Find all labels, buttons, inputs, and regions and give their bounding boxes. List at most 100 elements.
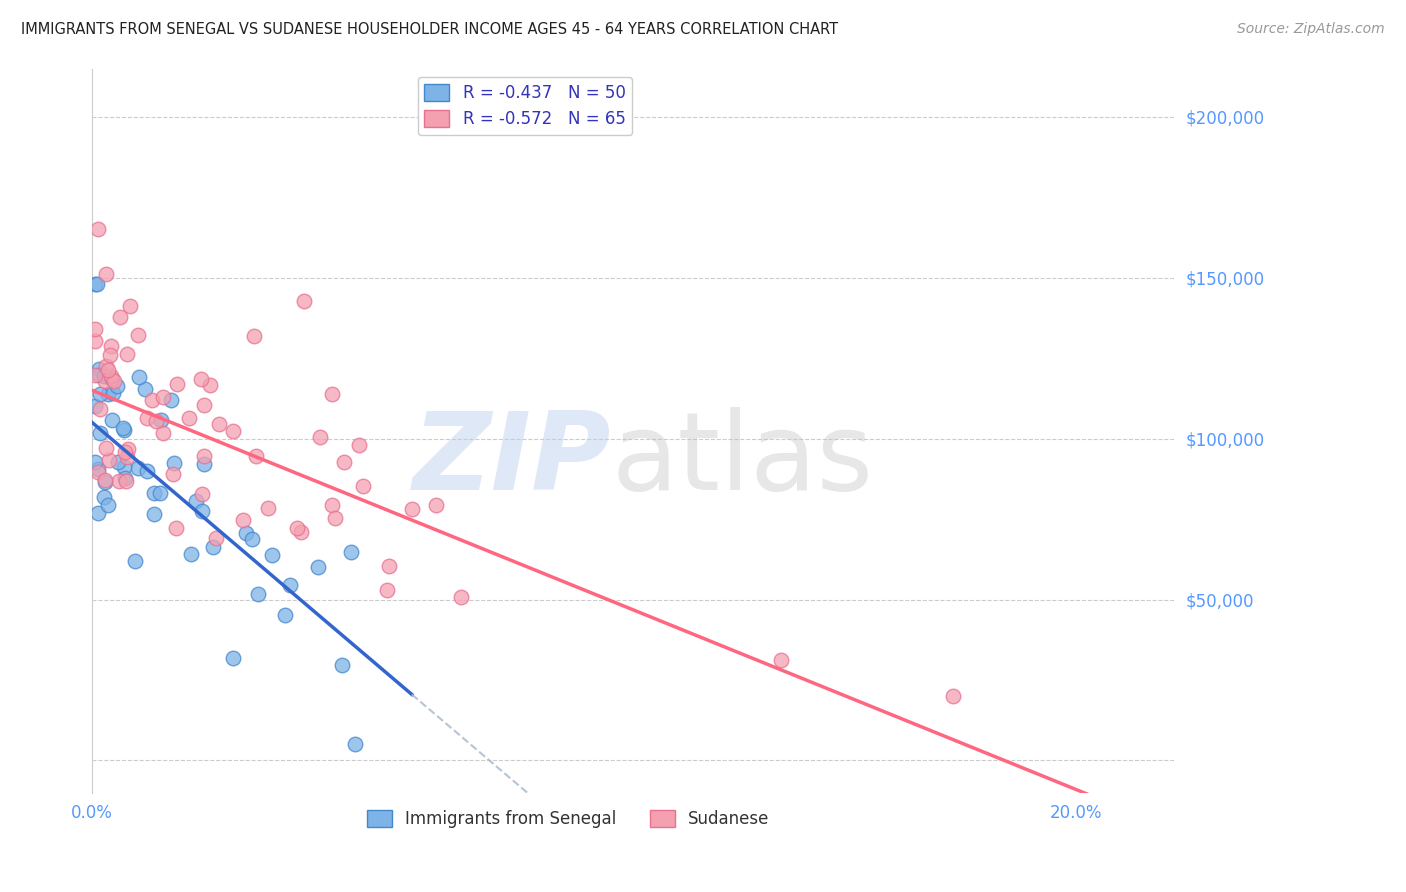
Point <box>193 457 215 471</box>
Point <box>347 438 370 452</box>
Point <box>83 334 105 348</box>
Point <box>343 738 366 752</box>
Point <box>101 372 124 386</box>
Point <box>160 393 183 408</box>
Point <box>152 426 174 441</box>
Point <box>769 653 792 667</box>
Text: ZIP: ZIP <box>413 407 612 513</box>
Point <box>290 525 312 540</box>
Point <box>103 374 125 388</box>
Point <box>89 387 111 401</box>
Point <box>378 559 401 574</box>
Point <box>152 390 174 404</box>
Point <box>83 322 105 336</box>
Point <box>93 475 115 489</box>
Point <box>292 294 315 309</box>
Point <box>96 359 118 373</box>
Point <box>108 310 131 325</box>
Point <box>83 455 105 469</box>
Point <box>94 442 117 456</box>
Point <box>127 327 149 342</box>
Point <box>89 402 111 417</box>
Point <box>242 328 264 343</box>
Point <box>163 456 186 470</box>
Point <box>256 500 278 515</box>
Point <box>450 590 472 604</box>
Point <box>198 378 221 392</box>
Point <box>94 374 117 388</box>
Text: Source: ZipAtlas.com: Source: ZipAtlas.com <box>1237 22 1385 37</box>
Point <box>235 525 257 540</box>
Point <box>321 498 343 512</box>
Point <box>117 442 139 456</box>
Point <box>86 277 108 292</box>
Point <box>308 430 330 444</box>
Point <box>105 378 128 392</box>
Point <box>112 423 135 437</box>
Point <box>190 372 212 386</box>
Point <box>352 479 374 493</box>
Point <box>179 410 201 425</box>
Point <box>93 490 115 504</box>
Point <box>193 398 215 412</box>
Point <box>87 465 110 479</box>
Point <box>150 413 173 427</box>
Point <box>149 485 172 500</box>
Point <box>232 513 254 527</box>
Point <box>245 449 267 463</box>
Legend: Immigrants from Senegal, Sudanese: Immigrants from Senegal, Sudanese <box>360 804 776 835</box>
Point <box>165 521 187 535</box>
Point <box>330 657 353 672</box>
Point <box>107 455 129 469</box>
Point <box>97 363 120 377</box>
Point <box>278 578 301 592</box>
Point <box>340 545 363 559</box>
Point <box>100 368 122 383</box>
Point <box>115 450 138 464</box>
Point <box>97 498 120 512</box>
Point <box>193 450 215 464</box>
Point <box>307 560 329 574</box>
Point <box>97 452 120 467</box>
Point <box>191 504 214 518</box>
Point <box>124 554 146 568</box>
Point <box>87 222 110 236</box>
Point <box>240 533 263 547</box>
Point <box>285 521 308 535</box>
Point <box>117 347 139 361</box>
Point <box>134 382 156 396</box>
Point <box>222 650 245 665</box>
Point <box>191 487 214 501</box>
Point <box>942 689 965 703</box>
Point <box>100 413 122 427</box>
Point <box>208 417 231 431</box>
Point <box>136 410 159 425</box>
Point <box>83 277 105 292</box>
Point <box>166 377 188 392</box>
Point <box>107 474 129 488</box>
Point <box>83 368 105 382</box>
Point <box>127 460 149 475</box>
Point <box>120 299 142 313</box>
Point <box>425 498 447 512</box>
Point <box>204 531 226 545</box>
Point <box>142 507 165 521</box>
Text: IMMIGRANTS FROM SENEGAL VS SUDANESE HOUSEHOLDER INCOME AGES 45 - 64 YEARS CORREL: IMMIGRANTS FROM SENEGAL VS SUDANESE HOUS… <box>21 22 838 37</box>
Point <box>323 510 346 524</box>
Point <box>143 485 166 500</box>
Point <box>222 425 245 439</box>
Point <box>97 386 120 401</box>
Point <box>162 467 184 481</box>
Point <box>180 547 202 561</box>
Point <box>89 426 111 441</box>
Point <box>135 464 157 478</box>
Point <box>89 368 111 382</box>
Point <box>94 267 117 281</box>
Point <box>321 387 343 401</box>
Text: atlas: atlas <box>612 407 873 513</box>
Point <box>333 455 356 469</box>
Point <box>93 369 115 384</box>
Point <box>101 386 124 401</box>
Point <box>87 462 110 476</box>
Point <box>184 493 207 508</box>
